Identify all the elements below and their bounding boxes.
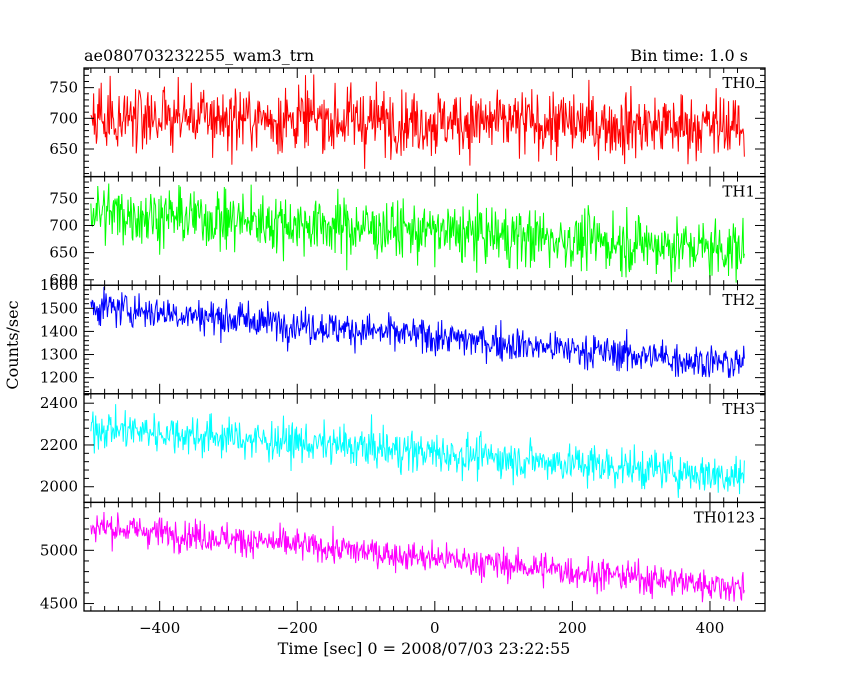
series-line-th2 (90, 286, 745, 378)
y-tick-label: 650 (49, 244, 78, 262)
series-line-th3 (90, 404, 745, 498)
y-tick-label: 600 (49, 271, 78, 289)
y-tick-label: 1300 (40, 346, 78, 364)
x-axis-label: Time [sec] 0 = 2008/07/03 23:22:55 (278, 639, 571, 658)
panel-frame (83, 393, 766, 504)
bin-time-label: Bin time: 1.0 s (630, 46, 748, 65)
panel-frame (83, 284, 766, 395)
panel-th3: 2000 2200 2400 TH3 (40, 393, 766, 504)
x-tick-label: 400 (696, 619, 725, 637)
x-tick-label: 0 (430, 619, 440, 637)
panel-th0: 650 700 750 TH0 (49, 67, 766, 178)
series-line-th1 (90, 183, 745, 283)
y-tick-label: 2400 (40, 394, 78, 412)
y-tick-label: 700 (49, 216, 78, 234)
y-tick-label: 2000 (40, 478, 78, 496)
series-line-th0123 (90, 511, 745, 603)
x-tick-label: −200 (277, 619, 318, 637)
y-tick-label: 750 (49, 189, 78, 207)
panel-label-th0123: TH0123 (694, 508, 755, 526)
y-axis-label: Counts/sec (3, 300, 22, 389)
x-tick-label: 200 (558, 619, 587, 637)
panel-label-th2: TH2 (722, 291, 755, 309)
y-tick-label: 1600 (40, 276, 78, 294)
panel-frame (83, 501, 766, 612)
panel-th1: 600 650 700 750 TH1 (49, 175, 766, 289)
y-tick-label: 1500 (40, 299, 78, 317)
y-tick-label: 700 (49, 109, 78, 127)
panel-label-th0: TH0 (722, 74, 755, 92)
y-tick-label: 1200 (40, 369, 78, 387)
panel-label-th1: TH1 (722, 183, 755, 201)
y-tick-label: 750 (49, 79, 78, 97)
y-tick-label: 4500 (40, 595, 78, 613)
panel-th2: 1200 1300 1400 1500 1600 TH2 (40, 276, 766, 395)
chart-title: ae080703232255_wam3_trn (84, 46, 314, 65)
x-axis: −400 −200 0 200 400 (139, 619, 724, 637)
y-tick-label: 5000 (40, 541, 78, 559)
y-tick-label: 650 (49, 140, 78, 158)
y-tick-label: 1400 (40, 322, 78, 340)
y-tick-label: 2200 (40, 436, 78, 454)
x-tick-label: −400 (139, 619, 180, 637)
panel-th0123: 4500 5000 TH0123 (40, 501, 766, 613)
panel-label-th3: TH3 (722, 400, 755, 418)
series-line-th0 (90, 74, 745, 169)
